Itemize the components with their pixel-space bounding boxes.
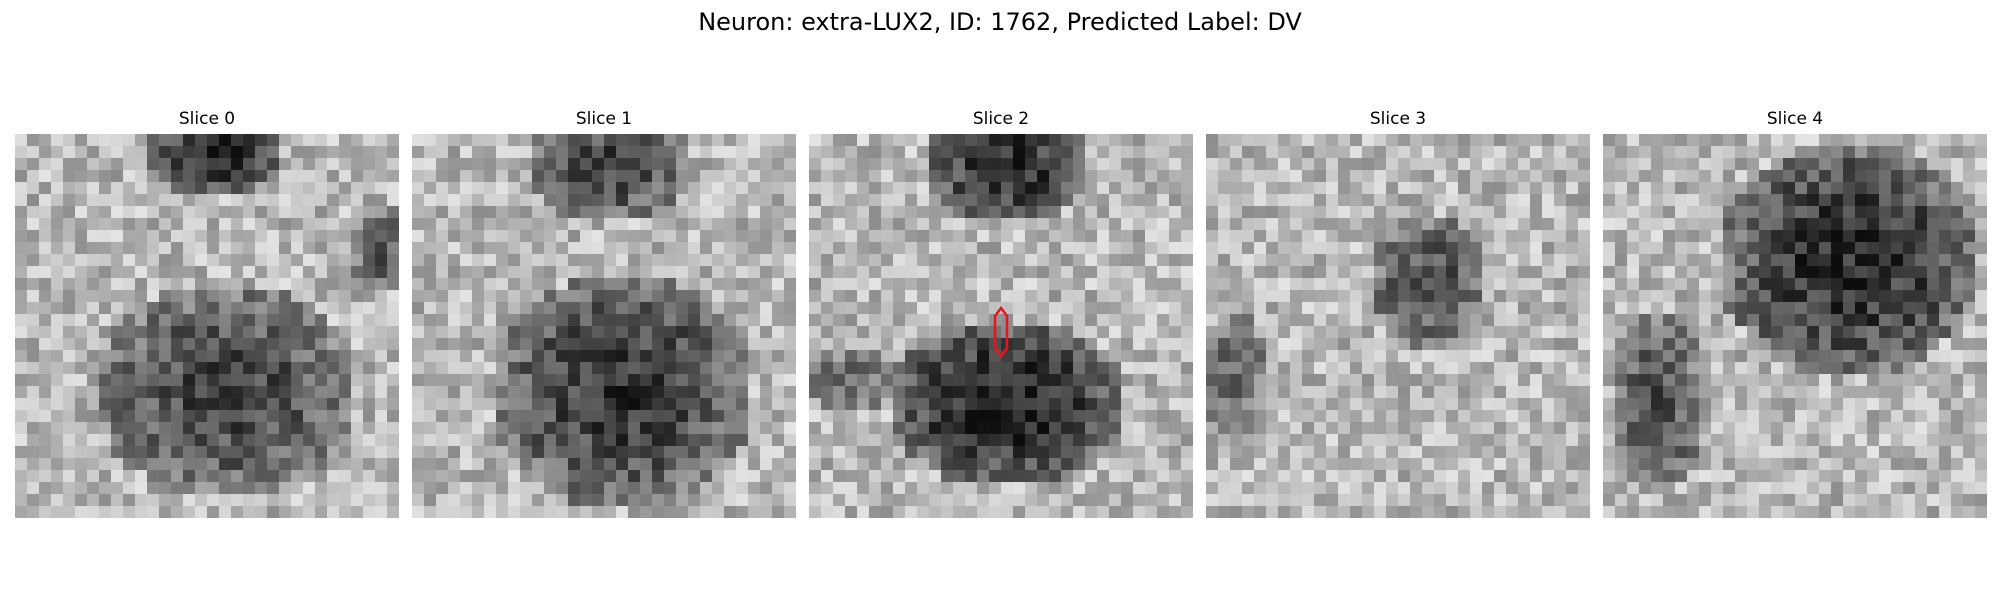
slice-title: Slice 1	[575, 109, 633, 129]
figure-title: Neuron: extra-LUX2, ID: 1762, Predicted …	[698, 8, 1302, 36]
neuron-outline-marker	[993, 305, 1009, 359]
slice-image	[809, 134, 1193, 518]
slice-panel-0: Slice 0	[15, 108, 399, 518]
slice-title: Slice 4	[1766, 109, 1824, 129]
slice-image	[1603, 134, 1987, 518]
slice-panel-2: Slice 2	[809, 108, 1193, 518]
slice-title: Slice 0	[178, 109, 236, 129]
slice-panel-3: Slice 3	[1206, 108, 1590, 518]
slice-panel-1: Slice 1	[412, 108, 796, 518]
slice-panel-4: Slice 4	[1603, 108, 1987, 518]
slice-image	[15, 134, 399, 518]
slice-title: Slice 3	[1369, 109, 1427, 129]
slice-image	[1206, 134, 1590, 518]
slice-image	[412, 134, 796, 518]
slice-title: Slice 2	[972, 109, 1030, 129]
